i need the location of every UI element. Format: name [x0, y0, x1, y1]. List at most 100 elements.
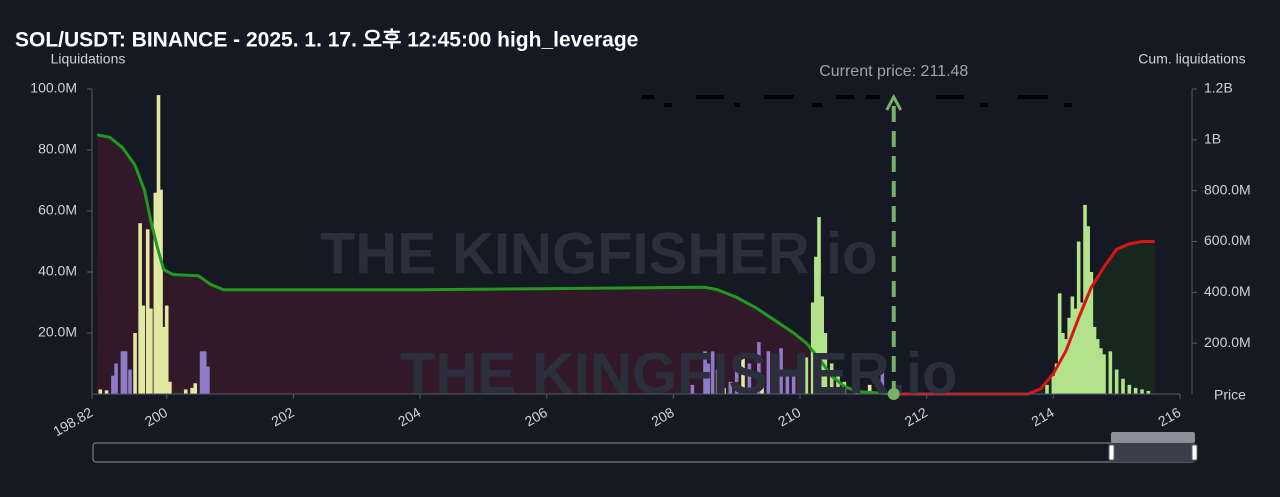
- bar: [141, 305, 146, 394]
- bar: [1051, 375, 1056, 394]
- bar: [1108, 351, 1113, 394]
- bar: [1086, 226, 1090, 394]
- slider-window[interactable]: [1111, 443, 1195, 462]
- watermark: THE KINGFISHER.io: [320, 221, 877, 286]
- bar: [164, 305, 169, 394]
- bar: [810, 302, 815, 394]
- bar: [156, 95, 161, 394]
- y2-tick-label: 1.2B: [1204, 80, 1233, 96]
- bar: [766, 351, 771, 394]
- bar: [104, 390, 109, 394]
- bar: [829, 363, 834, 394]
- bar: [728, 381, 733, 394]
- y2-tick-label: 1B: [1204, 131, 1221, 147]
- y2-tick-label: 200.0M: [1204, 334, 1251, 350]
- y-axis-label: Liquidations: [51, 51, 126, 67]
- bar: [206, 366, 210, 394]
- bar: [123, 351, 128, 394]
- bar: [703, 351, 707, 394]
- bar: [1070, 296, 1075, 394]
- current-price-label: Current price: 211.48: [819, 63, 968, 80]
- bar: [138, 223, 142, 394]
- bar: [183, 389, 188, 394]
- bar: [149, 308, 153, 394]
- bar: [202, 351, 207, 394]
- current-price-arrow: [885, 93, 903, 111]
- bar: [706, 363, 710, 394]
- bar: [867, 384, 872, 394]
- bar: [1140, 389, 1144, 394]
- bar: [1092, 326, 1097, 394]
- redacted-marks: [642, 95, 1072, 107]
- range-slider[interactable]: [92, 432, 1198, 463]
- y2-axis-label: Cum. liquidations: [1138, 51, 1245, 67]
- bar: [159, 189, 163, 394]
- bar: [772, 366, 777, 394]
- bar: [168, 381, 172, 394]
- slider-handle[interactable]: [1108, 444, 1115, 461]
- bar: [747, 363, 752, 394]
- bar: [734, 369, 739, 394]
- bar: [111, 375, 115, 394]
- bar: [153, 192, 158, 394]
- bar: [145, 229, 150, 394]
- bar: [1067, 317, 1071, 394]
- cumulative-line: [893, 240, 1155, 396]
- bar: [820, 296, 824, 394]
- y2-tick-label: 600.0M: [1204, 232, 1251, 248]
- bar: [114, 363, 118, 394]
- slider-grip[interactable]: [1111, 432, 1195, 443]
- bar: [1114, 369, 1119, 394]
- slider-handle[interactable]: [1191, 444, 1198, 461]
- bar: [133, 333, 137, 394]
- bar: [1045, 384, 1049, 394]
- current-price-dot: [887, 388, 900, 400]
- bar: [804, 357, 809, 394]
- cumulative-area: [97, 134, 894, 395]
- bar: [880, 366, 885, 394]
- bar: [98, 389, 103, 394]
- bar: [798, 378, 802, 394]
- bar: [190, 387, 194, 394]
- bar: [1073, 308, 1078, 394]
- y-tick-label: 20.0M: [38, 324, 77, 340]
- bar: [161, 326, 166, 394]
- bar: [741, 357, 745, 394]
- bar: [710, 351, 715, 394]
- x-axis-label: Price: [1214, 387, 1246, 403]
- y-tick-label: 80.0M: [38, 141, 77, 157]
- bar: [1089, 272, 1094, 394]
- bar: [690, 384, 695, 394]
- y-tick-label: 100.0M: [30, 80, 77, 96]
- plot: [96, 95, 1155, 396]
- bar: [715, 369, 720, 394]
- y2-tick-label: 400.0M: [1204, 283, 1251, 299]
- bar: [757, 342, 761, 394]
- bar: [1133, 387, 1138, 394]
- bar: [1127, 384, 1132, 394]
- bar: [193, 383, 198, 394]
- bar: [836, 375, 840, 394]
- bar: [785, 369, 790, 394]
- bar: [1102, 354, 1106, 394]
- bar: [128, 369, 132, 394]
- bar: [1061, 333, 1065, 394]
- bar: [120, 351, 125, 394]
- bar: [779, 348, 783, 394]
- chart-title: SOL/USDT: BINANCE - 2025. 1. 17. 오후 12:4…: [15, 28, 638, 52]
- bar: [1146, 390, 1151, 394]
- bar: [1080, 302, 1084, 394]
- bar: [1057, 293, 1062, 394]
- cumulative-line: [96, 133, 894, 396]
- bar: [760, 375, 764, 394]
- y-tick-label: 60.0M: [38, 202, 77, 218]
- bar: [814, 256, 818, 394]
- bar: [1054, 363, 1059, 394]
- y2-tick-label: 800.0M: [1204, 181, 1251, 197]
- bar: [1099, 348, 1103, 394]
- bar: [1121, 378, 1125, 394]
- bar: [817, 217, 821, 394]
- y-tick-label: 40.0M: [38, 263, 77, 279]
